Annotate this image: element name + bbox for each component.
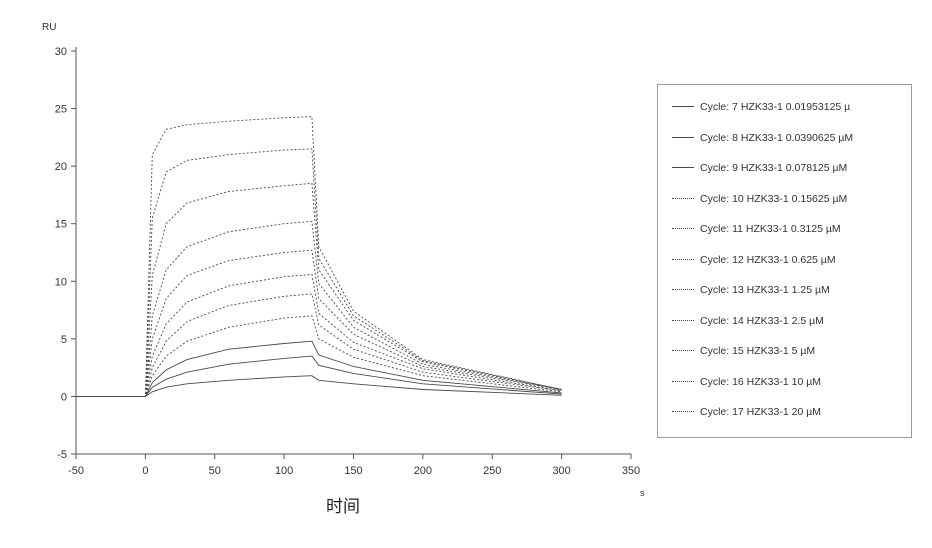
legend-line-swatch	[672, 197, 694, 199]
legend-line-swatch	[672, 136, 694, 138]
y-tick-label: -5	[57, 449, 67, 461]
legend-line-swatch	[672, 167, 694, 168]
series-line-cycle-8	[76, 355, 562, 397]
series-line-cycle-12	[76, 273, 562, 397]
legend-line-swatch	[672, 380, 694, 382]
series-line-cycle-14	[76, 220, 562, 397]
legend-item: Cycle: 14 HZK33-1 2.5 µM	[658, 313, 913, 329]
legend-item: Cycle: 8 HZK33-1 0.0390625 µM	[658, 130, 913, 146]
legend-line-swatch	[672, 319, 694, 321]
legend-line-swatch	[672, 289, 694, 290]
x-axis-title: 时间	[326, 497, 360, 517]
series-layer	[76, 116, 562, 397]
legend-item: Cycle: 12 HZK33-1 0.625 µM	[658, 252, 913, 268]
legend-line-swatch	[672, 228, 694, 229]
legend-item: Cycle: 7 HZK33-1 0.01953125 µ	[658, 99, 913, 115]
legend-item: Cycle: 17 HZK33-1 20 µM	[658, 404, 913, 420]
series-line-cycle-7	[76, 375, 562, 397]
legend-label: Cycle: 16 HZK33-1 10 µM	[700, 375, 822, 388]
legend-item: Cycle: 15 HZK33-1 5 µM	[658, 343, 913, 359]
x-tick-label: 200	[414, 465, 432, 477]
legend-item: Cycle: 10 HZK33-1 0.15625 µM	[658, 191, 913, 207]
y-tick-label: 0	[61, 391, 67, 403]
legend-label: Cycle: 9 HZK33-1 0.078125 µM	[700, 162, 848, 174]
x-tick-label: 300	[552, 465, 570, 477]
y-tick-label: 15	[55, 219, 67, 231]
legend-line-swatch	[672, 350, 694, 351]
series-line-cycle-17	[76, 116, 562, 397]
y-tick-label: 5	[61, 334, 67, 346]
legend-label: Cycle: 10 HZK33-1 0.15625 µM	[700, 192, 848, 205]
series-line-cycle-9	[76, 340, 562, 397]
y-tick-label: 10	[55, 276, 67, 288]
y-tick-label: 20	[55, 161, 67, 173]
series-line-cycle-13	[76, 249, 562, 397]
x-tick-label: 250	[483, 465, 501, 477]
x-tick-label: 0	[142, 465, 148, 477]
legend-label: Cycle: 11 HZK33-1 0.3125 µM	[700, 223, 841, 235]
legend-line-swatch	[672, 258, 694, 260]
x-tick-label: 350	[622, 465, 640, 477]
x-tick-label: -50	[68, 465, 84, 477]
y-tick-label: 25	[55, 104, 67, 116]
x-tick-label: 50	[209, 465, 221, 477]
series-line-cycle-11	[76, 293, 562, 397]
legend-label: Cycle: 15 HZK33-1 5 µM	[700, 345, 816, 357]
legend-label: Cycle: 7 HZK33-1 0.01953125 µ	[700, 101, 851, 113]
x-tick-label: 150	[344, 465, 362, 477]
legend-label: Cycle: 14 HZK33-1 2.5 µM	[700, 314, 824, 327]
legend-item: Cycle: 16 HZK33-1 10 µM	[658, 374, 913, 390]
legend-line-swatch	[672, 411, 694, 412]
legend-item: Cycle: 13 HZK33-1 1.25 µM	[658, 282, 913, 298]
legend-label: Cycle: 13 HZK33-1 1.25 µM	[700, 284, 830, 296]
legend-label: Cycle: 8 HZK33-1 0.0390625 µM	[700, 131, 854, 144]
x-axis-unit: s	[640, 488, 645, 498]
legend-item: Cycle: 11 HZK33-1 0.3125 µM	[658, 221, 913, 237]
series-line-cycle-16	[76, 148, 562, 397]
legend-item: Cycle: 9 HZK33-1 0.078125 µM	[658, 160, 913, 176]
series-line-cycle-15	[76, 182, 562, 397]
legend: Cycle: 7 HZK33-1 0.01953125 µ Cycle: 8 HZ…	[657, 84, 912, 438]
legend-line-swatch	[672, 106, 694, 107]
series-line-cycle-10	[76, 315, 562, 397]
legend-label: Cycle: 17 HZK33-1 20 µM	[700, 406, 822, 418]
y-axis-unit: RU	[42, 22, 57, 33]
legend-label: Cycle: 12 HZK33-1 0.625 µM	[700, 253, 836, 266]
x-tick-label: 100	[275, 465, 293, 477]
y-tick-label: 30	[55, 46, 67, 58]
